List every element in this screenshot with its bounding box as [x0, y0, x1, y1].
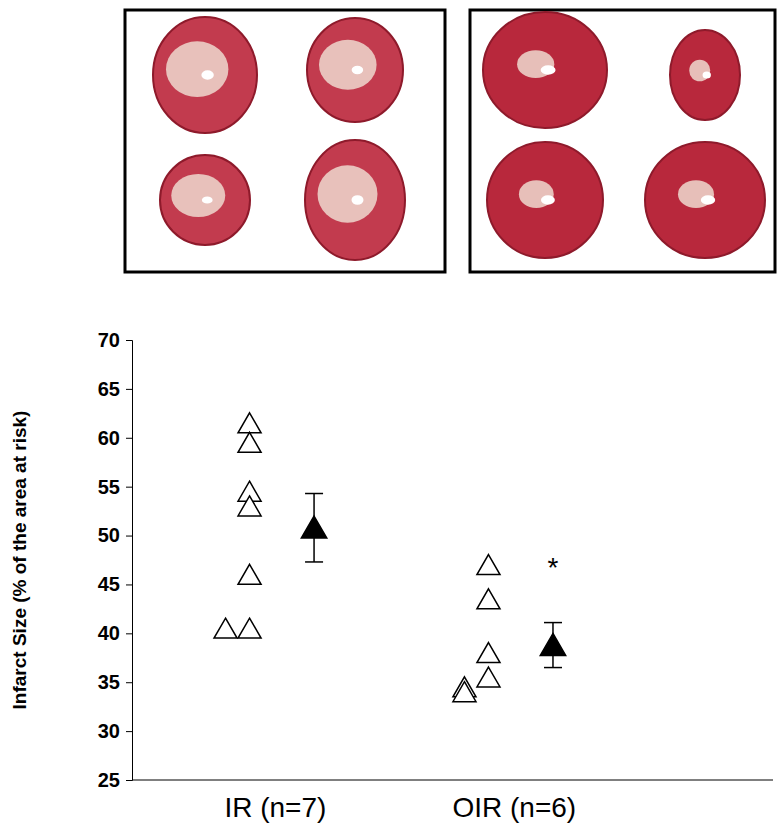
- y-tick-label: 65: [98, 378, 120, 400]
- chart-root: 25 30 35 40 45 50 55 60 65 70 IR (n=7) OIR (n=6) * In…: [0, 0, 783, 832]
- data-point: [214, 618, 237, 638]
- y-tick-mark: [126, 780, 132, 781]
- infarct-patch: [319, 40, 377, 90]
- data-point: [477, 555, 500, 575]
- y-tick: 45: [98, 573, 132, 595]
- error-bar-cap: [544, 622, 562, 624]
- slice-lumen: [352, 66, 364, 74]
- data-point: [477, 643, 500, 663]
- photo-frame: [125, 10, 445, 272]
- data-point: [238, 413, 261, 433]
- data-point: [453, 682, 476, 702]
- x-tick: OIR (n=6): [452, 780, 576, 823]
- data-point: [477, 667, 500, 687]
- infarct-patch: [171, 174, 225, 217]
- heart-slice: [307, 18, 403, 122]
- slice-lumen: [701, 195, 715, 204]
- infarct-patch: [166, 41, 228, 97]
- y-tick: 70: [98, 329, 132, 351]
- heart-slice: [305, 140, 405, 260]
- data-point: [238, 496, 261, 516]
- mean-point: [540, 633, 565, 655]
- slice-lumen: [541, 65, 556, 74]
- data-point: [477, 589, 500, 609]
- annotation: *: [548, 552, 559, 583]
- y-tick-label: 70: [98, 329, 120, 351]
- marks: [214, 413, 566, 702]
- y-axis-title: Infarct Size (% of the area at risk): [9, 411, 30, 710]
- error-bar-cap: [544, 667, 562, 669]
- y-axis: 25 30 35 40 45 50 55 60 65 70: [98, 329, 133, 791]
- y-tick-mark: [126, 340, 132, 341]
- error-bar-cap: [305, 561, 323, 563]
- slice-lumen: [201, 70, 213, 79]
- x-tick: IR (n=7): [224, 780, 326, 823]
- y-tick-label: 40: [98, 622, 120, 644]
- x-tick-label: IR (n=7): [224, 792, 326, 823]
- y-tick: 50: [98, 524, 132, 546]
- error-bar-cap: [305, 493, 323, 495]
- y-tick: 65: [98, 378, 132, 400]
- heart-slice: [153, 17, 257, 133]
- y-tick-label: 50: [98, 524, 120, 546]
- data-point: [238, 432, 261, 452]
- y-tick: 55: [98, 476, 132, 498]
- heart-slice: [670, 30, 740, 120]
- y-tick: 35: [98, 671, 132, 693]
- heart-slice: [483, 12, 607, 128]
- y-tick: 25: [98, 769, 132, 791]
- y-axis-line: [126, 341, 133, 781]
- slice-lumen: [352, 195, 364, 205]
- y-tick: 30: [98, 720, 132, 742]
- y-tick-label: 55: [98, 476, 120, 498]
- data-point: [238, 564, 261, 584]
- x-tick-label: OIR (n=6): [452, 792, 576, 823]
- y-tick: 40: [98, 622, 132, 644]
- y-tick-label: 35: [98, 671, 120, 693]
- y-tick-mark: [126, 731, 132, 732]
- photo-panels: [125, 10, 775, 272]
- heart-slice: [487, 142, 603, 258]
- heart-slice: [160, 155, 250, 245]
- y-tick-label: 25: [98, 769, 120, 791]
- y-tick-mark: [126, 682, 132, 683]
- heart-section-photo: [470, 10, 775, 272]
- infarct-patch: [689, 60, 710, 82]
- infarct-patch: [318, 165, 378, 223]
- slice-lumen: [541, 195, 555, 204]
- heart-slice: [645, 142, 765, 258]
- plot: 25 30 35 40 45 50 55 60 65 70 IR (n=7) OIR (n=6) *: [98, 329, 773, 823]
- y-tick-mark: [126, 389, 132, 390]
- mean-point: [301, 516, 326, 538]
- y-tick-label: 45: [98, 573, 120, 595]
- data-point: [238, 618, 261, 638]
- y-tick-mark: [126, 438, 132, 439]
- y-tick-mark: [126, 633, 132, 634]
- y-tick-label: 30: [98, 720, 120, 742]
- slice-lumen: [703, 71, 711, 78]
- x-axis-line: [132, 780, 773, 781]
- slice-lumen: [202, 196, 213, 203]
- heart-section-photo: [125, 10, 445, 272]
- y-tick-mark: [126, 584, 132, 585]
- y-tick-mark: [126, 487, 132, 488]
- y-tick-label: 60: [98, 427, 120, 449]
- photo-frame: [470, 10, 775, 272]
- y-tick: 60: [98, 427, 132, 449]
- y-tick-mark: [126, 536, 132, 537]
- x-axis: IR (n=7) OIR (n=6): [132, 780, 773, 823]
